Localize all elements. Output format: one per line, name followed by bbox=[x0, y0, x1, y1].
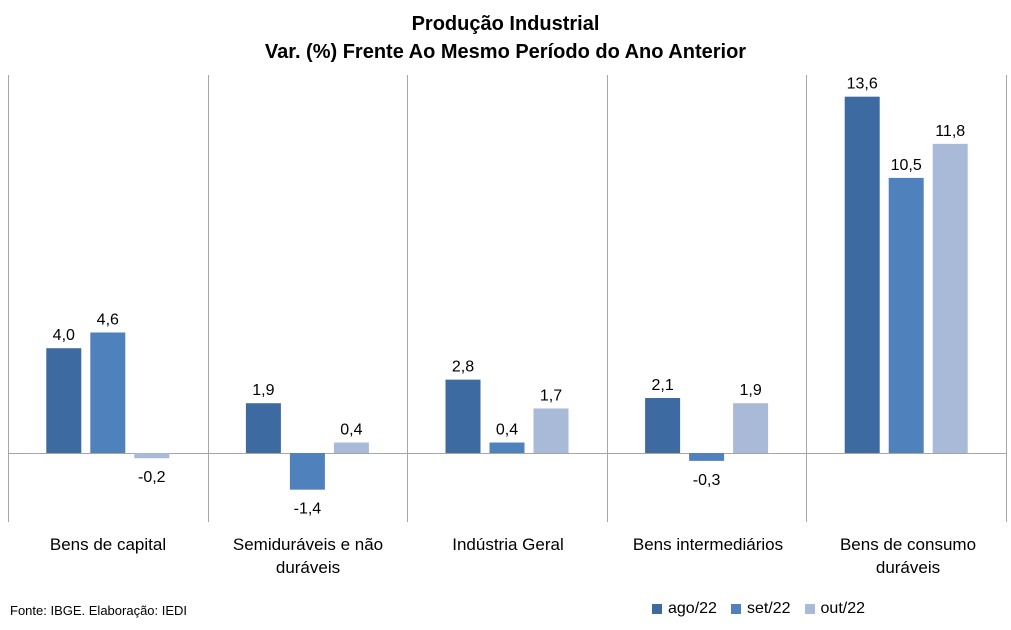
bar bbox=[289, 453, 325, 490]
category-label: Indústria Geral bbox=[452, 535, 564, 554]
data-label: 2,1 bbox=[651, 377, 673, 394]
legend-item: ago/22 bbox=[652, 600, 717, 618]
category-label: Semiduráveis e não duráveis bbox=[232, 535, 384, 577]
data-label: -0,2 bbox=[138, 469, 166, 486]
data-label: 10,5 bbox=[891, 157, 922, 174]
legend-swatch bbox=[652, 604, 662, 614]
data-label: 1,7 bbox=[540, 387, 562, 404]
data-label: 4,0 bbox=[53, 327, 75, 344]
data-label: 13,6 bbox=[847, 76, 878, 93]
bar bbox=[932, 143, 968, 453]
category-label: Bens de consumo duráveis bbox=[839, 535, 977, 577]
data-label: 0,4 bbox=[340, 422, 362, 439]
bar bbox=[733, 403, 769, 453]
bar bbox=[844, 96, 880, 454]
legend-swatch bbox=[804, 604, 815, 614]
category-label: Bens de capital bbox=[49, 535, 167, 554]
bar bbox=[46, 348, 82, 453]
legend: ago/22 set/22 out/22 bbox=[652, 600, 879, 618]
legend-item: out/22 bbox=[804, 600, 866, 618]
legend-label: set/22 bbox=[746, 600, 791, 617]
data-label: 2,8 bbox=[452, 359, 474, 376]
bar bbox=[489, 442, 525, 453]
bar bbox=[689, 453, 725, 461]
chart-title: Produção Industrial Var. (%) Frente Ao M… bbox=[0, 10, 1011, 66]
legend-label: out/22 bbox=[820, 600, 866, 617]
data-label: -0,3 bbox=[693, 472, 721, 489]
bar bbox=[888, 177, 924, 453]
data-label: 4,6 bbox=[97, 311, 119, 328]
chart-title-line1: Produção Industrial bbox=[411, 13, 600, 35]
source-note: Fonte: IBGE. Elaboração: IEDI bbox=[10, 603, 188, 618]
bar bbox=[90, 332, 126, 453]
bar bbox=[533, 408, 569, 453]
chart-subtitle: Var. (%) Frente Ao Mesmo Período do Ano … bbox=[264, 41, 747, 63]
bar bbox=[645, 397, 681, 453]
bar bbox=[445, 379, 481, 453]
data-label: 1,9 bbox=[739, 382, 761, 399]
bar bbox=[333, 442, 369, 453]
data-label: -1,4 bbox=[294, 501, 322, 518]
category-label: Bens intermediários bbox=[632, 535, 784, 554]
legend-label: ago/22 bbox=[668, 600, 717, 617]
legend-swatch bbox=[730, 604, 741, 614]
bar bbox=[245, 403, 281, 453]
data-label: 0,4 bbox=[496, 422, 518, 439]
data-label: 1,9 bbox=[252, 382, 274, 399]
bar bbox=[134, 453, 170, 459]
legend-item: set/22 bbox=[730, 600, 791, 618]
data-label: 11,8 bbox=[935, 123, 965, 140]
